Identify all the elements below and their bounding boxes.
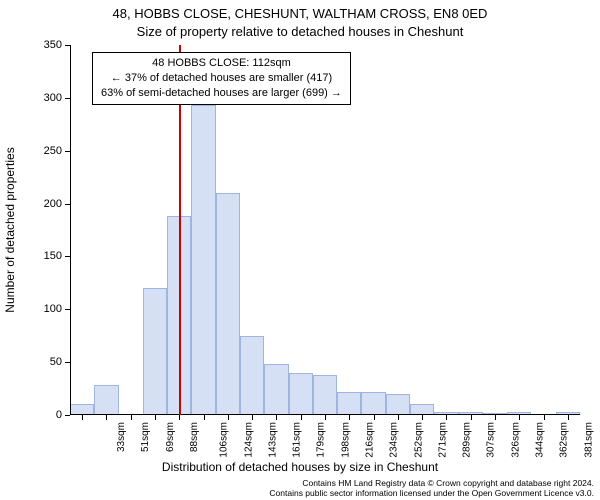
x-axis-title: Distribution of detached houses by size … [0, 460, 600, 474]
y-tick-label: 150 [44, 250, 62, 262]
bar [361, 392, 385, 415]
x-tick-label: 51sqm [140, 422, 151, 452]
y-axis-line [70, 45, 71, 415]
bar [143, 288, 167, 415]
y-axis-labels: 050100150200250300350 [0, 45, 62, 415]
y-tick-label: 200 [44, 198, 62, 210]
bar [289, 373, 313, 415]
y-tick-label: 300 [44, 92, 62, 104]
bar [386, 394, 410, 415]
x-tick-label: 307sqm [486, 422, 497, 458]
annotation-line3: 63% of semi-detached houses are larger (… [101, 86, 342, 101]
y-tick-label: 50 [50, 356, 62, 368]
x-tick-label: 106sqm [219, 422, 230, 458]
annotation-line1: 48 HOBBS CLOSE: 112sqm [101, 56, 342, 71]
x-tick-label: 33sqm [116, 422, 127, 452]
x-tick-label: 143sqm [267, 422, 278, 458]
y-tick-label: 100 [44, 303, 62, 315]
x-tick-label: 124sqm [243, 422, 254, 458]
bar [313, 375, 337, 415]
title-subtitle: Size of property relative to detached ho… [0, 24, 600, 39]
annotation-box: 48 HOBBS CLOSE: 112sqm ← 37% of detached… [92, 52, 351, 105]
x-tick-label: 216sqm [365, 422, 376, 458]
x-tick-label: 289sqm [462, 422, 473, 458]
bar [264, 364, 288, 415]
chart-container: 48, HOBBS CLOSE, CHESHUNT, WALTHAM CROSS… [0, 0, 600, 500]
annotation-line2: ← 37% of detached houses are smaller (41… [101, 71, 342, 86]
footer-line2: Contains public sector information licen… [269, 489, 594, 499]
x-tick-label: 381sqm [583, 422, 594, 458]
bar [191, 105, 215, 415]
x-tick-label: 69sqm [165, 422, 176, 452]
x-tick-label: 326sqm [510, 422, 521, 458]
x-tick-label: 88sqm [189, 422, 200, 452]
y-tick-label: 250 [44, 145, 62, 157]
title-address: 48, HOBBS CLOSE, CHESHUNT, WALTHAM CROSS… [0, 6, 600, 21]
x-tick-label: 271sqm [437, 422, 448, 458]
y-tick [65, 415, 70, 416]
x-tick-label: 179sqm [316, 422, 327, 458]
y-tick-label: 350 [44, 39, 62, 51]
x-tick-label: 362sqm [559, 422, 570, 458]
bar [216, 193, 240, 415]
y-tick-label: 0 [56, 409, 62, 421]
x-tick-label: 198sqm [340, 422, 351, 458]
x-tick-label: 234sqm [389, 422, 400, 458]
x-tick-label: 161sqm [292, 422, 303, 458]
bar [337, 392, 361, 415]
x-tick-label: 344sqm [535, 422, 546, 458]
footer-attribution: Contains HM Land Registry data © Crown c… [269, 479, 594, 499]
bar [240, 336, 264, 415]
x-tick-label: 252sqm [413, 422, 424, 458]
bar [94, 385, 118, 415]
